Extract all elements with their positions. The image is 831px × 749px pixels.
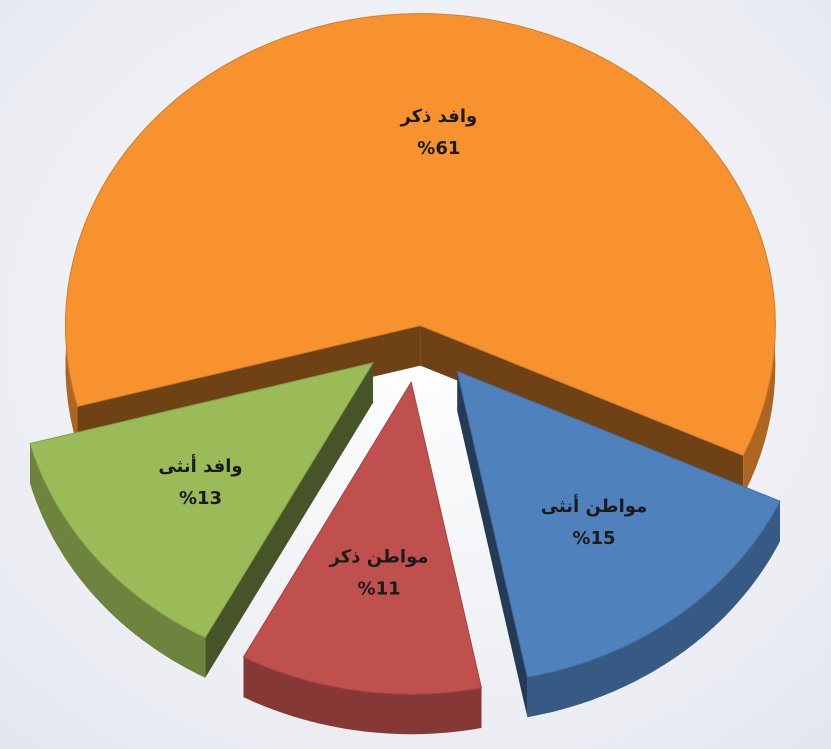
slice-side [205,362,373,678]
slice-label: مواطن أنثى [541,494,648,517]
slice-side [420,325,744,496]
slice-side [457,371,528,718]
slice-value-label: %11 [358,579,401,600]
slice-side [30,443,206,678]
slice-value-label: %61 [417,138,460,159]
slice-value-label: %15 [572,528,615,549]
slice [65,13,776,457]
slice-side [243,657,482,735]
slice-value-label: %13 [179,488,222,509]
slice [456,370,781,678]
slice [242,380,483,695]
slice-side [527,501,780,718]
slice-label: مواطن ذكر [329,547,429,568]
slice-label: وافد أنثى [158,454,242,477]
slice-label: وافد ذكر [399,106,477,127]
slice [29,362,375,639]
